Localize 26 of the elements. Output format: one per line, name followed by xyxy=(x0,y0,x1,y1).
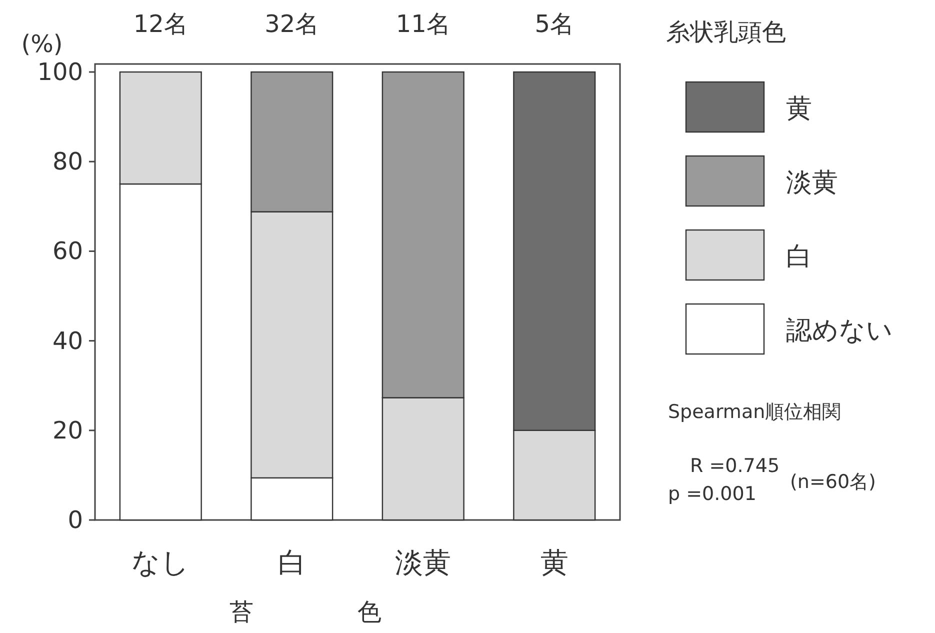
bar xyxy=(513,430,596,521)
x-axis-title: 苔色 xyxy=(230,598,486,626)
y-tick-label: 80 xyxy=(52,148,83,176)
legend-title: 糸状乳頭色 xyxy=(666,18,786,46)
annotation: 11名 xyxy=(396,10,450,38)
legend-label: 白 xyxy=(786,242,812,272)
annotation: 12名 xyxy=(133,10,188,38)
legend-label: 認めない xyxy=(786,316,893,346)
y-tick-label: 20 xyxy=(52,416,83,444)
y-tick-label: 100 xyxy=(37,58,83,86)
y-tick-label: 40 xyxy=(52,326,83,355)
x-tick-label: 淡黄 xyxy=(395,546,452,579)
y-tick-label: 0 xyxy=(68,506,83,534)
y-tick-label: 60 xyxy=(52,237,83,266)
legend-label: 黄 xyxy=(786,94,812,124)
text: (n=60名) xyxy=(790,471,876,493)
x-tick-label: 黄 xyxy=(540,546,568,579)
legend-label: 淡黄 xyxy=(786,168,838,198)
y-axis-title: (%) xyxy=(21,30,63,58)
x-tick-label: なし xyxy=(132,546,190,579)
x-tick-label: 白 xyxy=(278,546,306,579)
text: p =0.001 xyxy=(668,483,756,505)
annotation: 32名 xyxy=(264,10,320,38)
text: Spearman順位相関 xyxy=(668,401,842,423)
text: R =0.745 xyxy=(690,455,780,477)
annotation: 5名 xyxy=(534,10,574,38)
